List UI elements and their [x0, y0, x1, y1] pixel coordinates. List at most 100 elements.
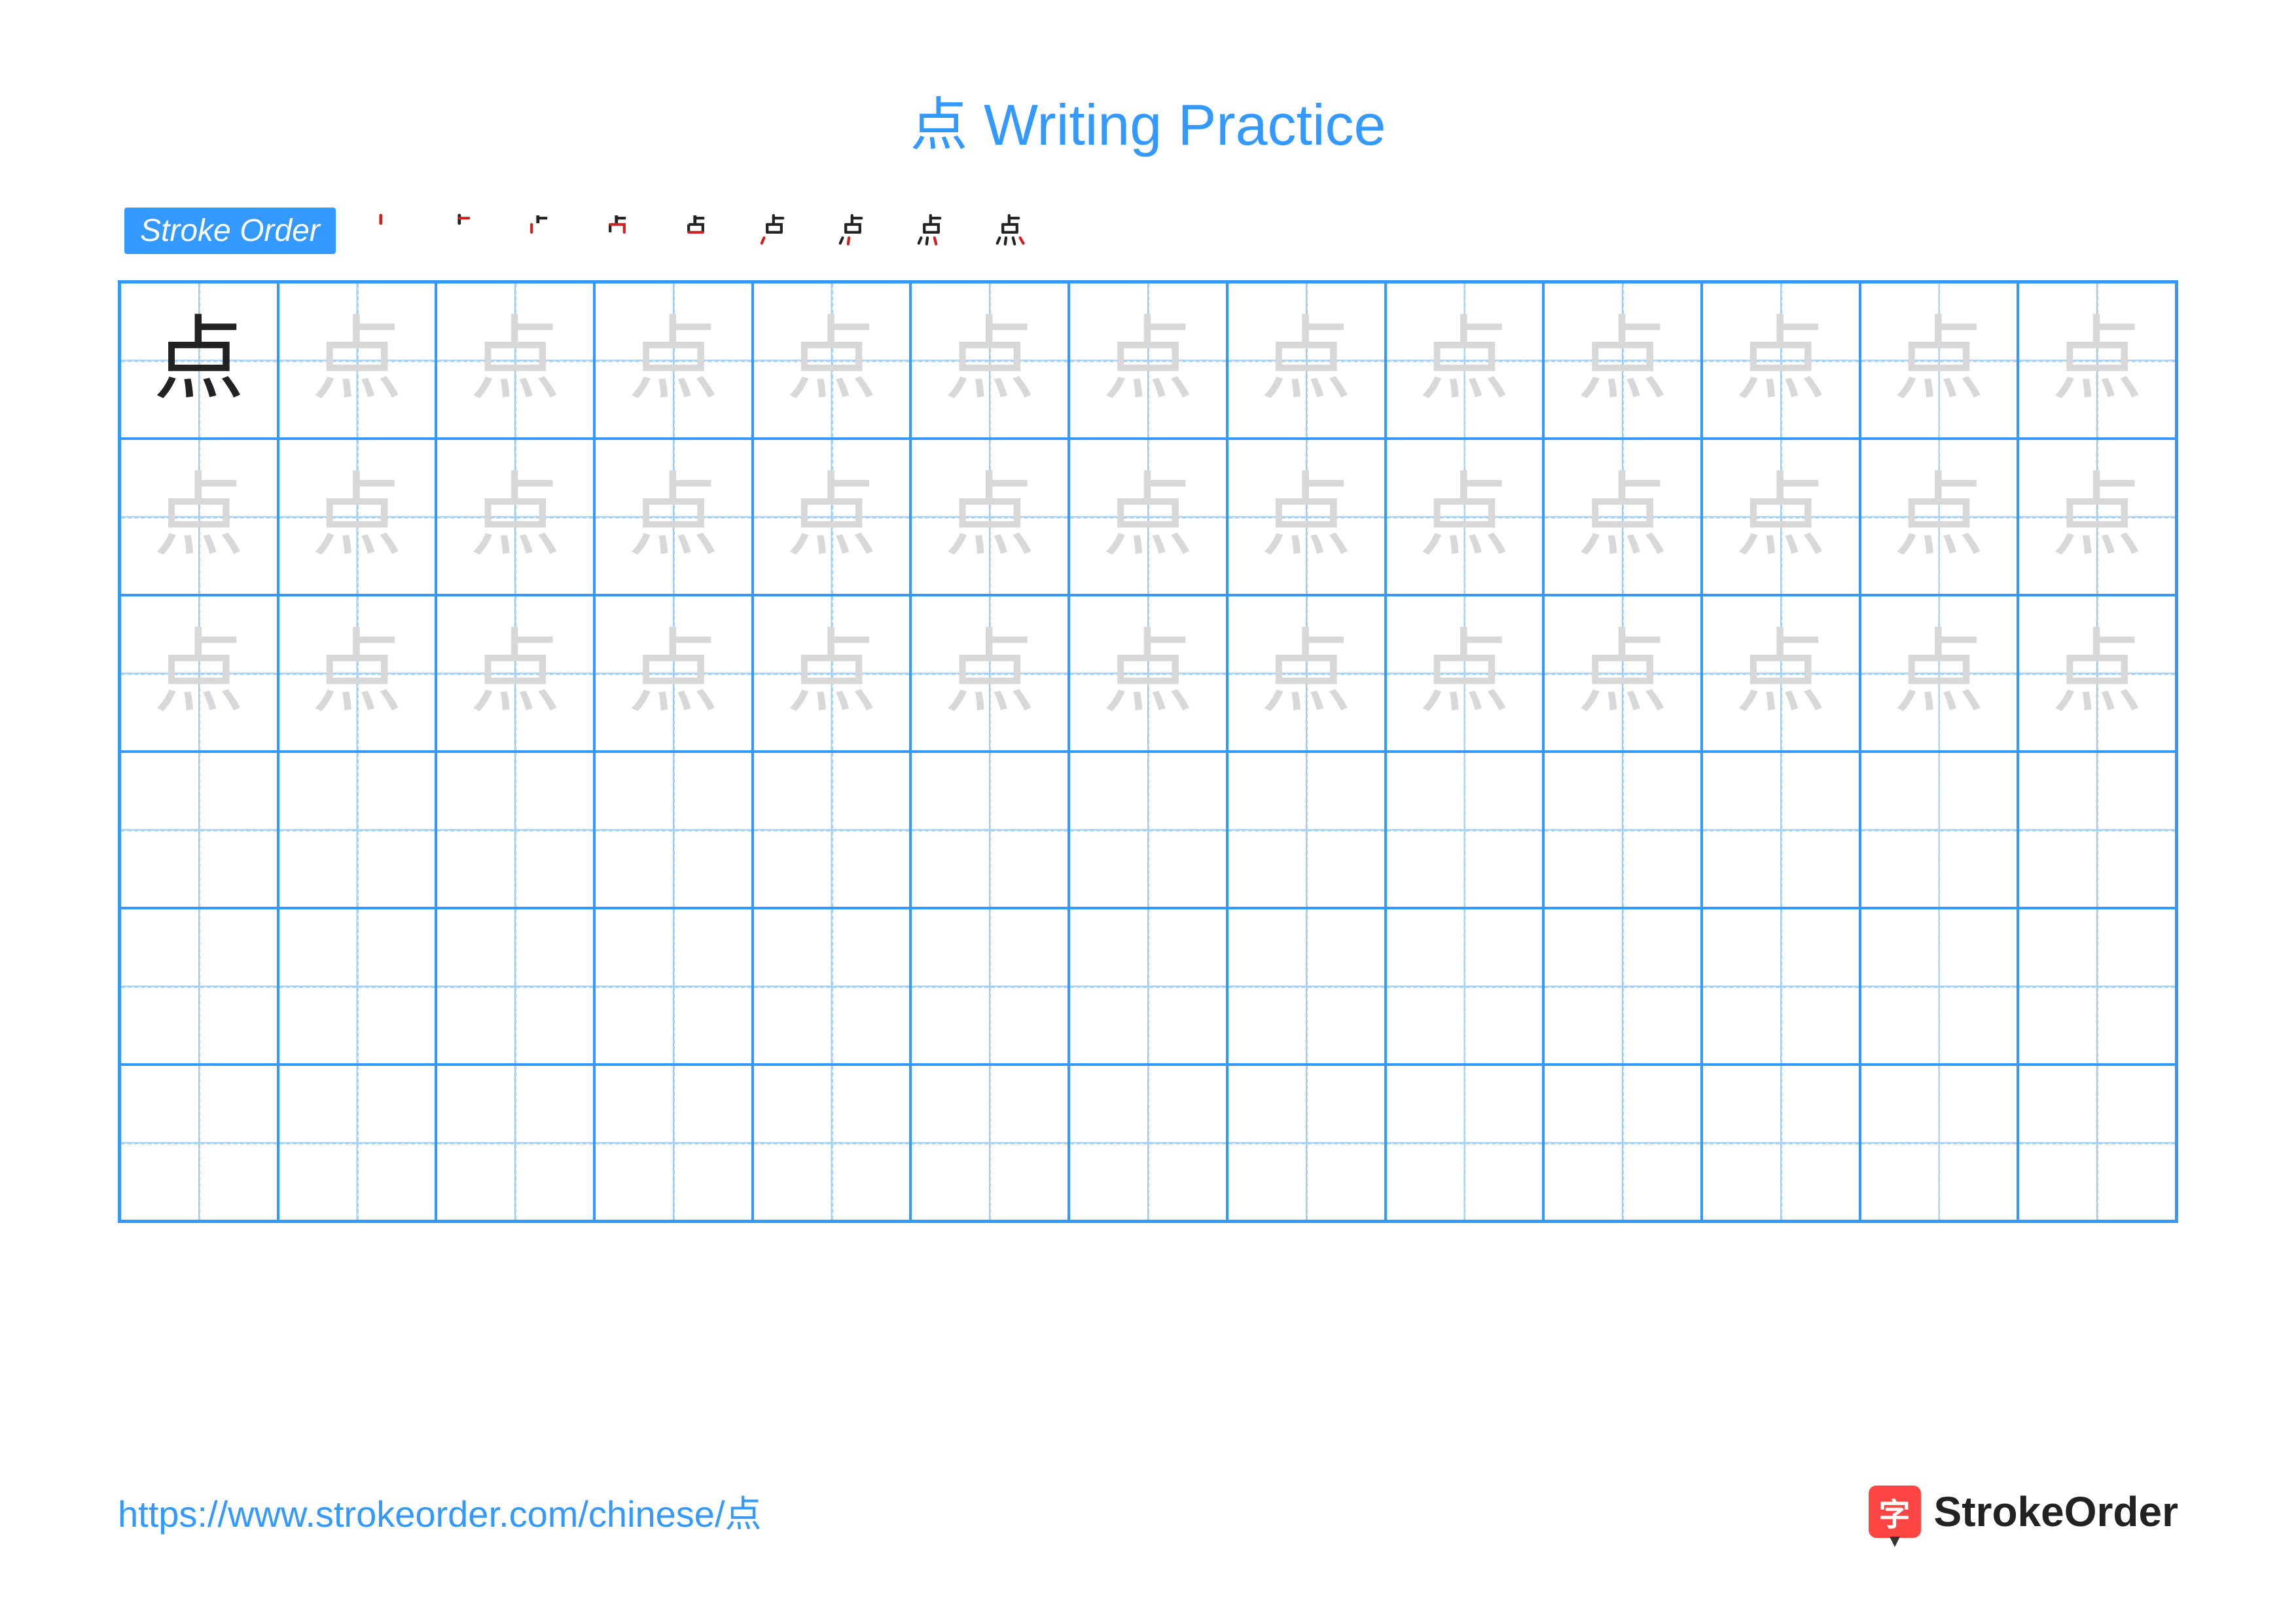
practice-cell: 点	[1386, 282, 1544, 439]
practice-cell: 点	[1069, 439, 1227, 595]
practice-cell	[1860, 1065, 2018, 1221]
cell-character: 点	[1735, 628, 1827, 720]
practice-cell	[278, 1065, 437, 1221]
practice-cell	[910, 752, 1069, 908]
cell-character: 点	[312, 628, 403, 720]
practice-cell: 点	[1069, 282, 1227, 439]
cell-character: 点	[469, 628, 561, 720]
practice-cell	[594, 908, 753, 1065]
logo-icon-char: 字	[1879, 1489, 1910, 1535]
stroke-step	[440, 210, 480, 252]
practice-cell: 点	[1227, 595, 1386, 752]
cell-character: 点	[312, 315, 403, 407]
practice-cell	[1069, 908, 1227, 1065]
practice-cell: 点	[1227, 439, 1386, 595]
practice-cell: 点	[1386, 595, 1544, 752]
logo-icon: 字	[1869, 1486, 1921, 1538]
practice-cell: 点	[278, 439, 437, 595]
cell-character: 点	[628, 471, 719, 563]
cell-character: 点	[1418, 315, 1510, 407]
cell-character: 点	[786, 471, 878, 563]
stroke-order-row: Stroke Order	[118, 208, 2178, 254]
practice-cell	[1386, 908, 1544, 1065]
cell-character: 点	[786, 628, 878, 720]
stroke-step	[362, 210, 401, 252]
stroke-step	[598, 210, 637, 252]
stroke-step	[676, 210, 715, 252]
practice-cell	[1543, 752, 1702, 908]
stroke-step	[519, 210, 558, 252]
cell-character: 点	[1418, 628, 1510, 720]
practice-cell	[1227, 1065, 1386, 1221]
practice-cell	[436, 1065, 594, 1221]
practice-cell: 点	[753, 439, 911, 595]
practice-cell	[1702, 1065, 1860, 1221]
cell-character: 点	[1102, 315, 1194, 407]
logo-text: StrokeOrder	[1934, 1487, 2178, 1536]
practice-cell: 点	[120, 282, 278, 439]
practice-cell: 点	[436, 282, 594, 439]
practice-cell: 点	[910, 282, 1069, 439]
cell-character: 点	[1735, 471, 1827, 563]
practice-cell	[1386, 752, 1544, 908]
practice-cell	[1543, 1065, 1702, 1221]
cell-character: 点	[153, 628, 245, 720]
practice-cell: 点	[1227, 282, 1386, 439]
practice-cell	[2018, 908, 2176, 1065]
stroke-step	[990, 210, 1030, 252]
cell-character: 点	[1893, 628, 1984, 720]
practice-cell	[1386, 1065, 1544, 1221]
cell-character: 点	[1577, 471, 1668, 563]
practice-cell	[753, 908, 911, 1065]
cell-character: 点	[1893, 471, 1984, 563]
practice-cell	[120, 752, 278, 908]
practice-cell: 点	[753, 595, 911, 752]
practice-cell	[1227, 908, 1386, 1065]
cell-character: 点	[1261, 471, 1352, 563]
cell-character: 点	[786, 315, 878, 407]
practice-cell: 点	[1860, 282, 2018, 439]
stroke-step	[755, 210, 794, 252]
stroke-steps-container	[362, 210, 1030, 252]
practice-cell: 点	[1860, 439, 2018, 595]
practice-cell	[120, 908, 278, 1065]
practice-cell	[753, 1065, 911, 1221]
practice-cell	[1543, 908, 1702, 1065]
cell-character: 点	[1735, 315, 1827, 407]
practice-cell: 点	[1702, 595, 1860, 752]
practice-cell: 点	[1543, 439, 1702, 595]
page-title: 点 Writing Practice	[118, 79, 2178, 162]
footer-logo: 字 StrokeOrder	[1869, 1486, 2178, 1538]
cell-character: 点	[944, 315, 1035, 407]
practice-cell: 点	[436, 595, 594, 752]
cell-character: 点	[1102, 471, 1194, 563]
practice-grid: 点点点点点点点点点点点点点点点点点点点点点点点点点点点点点点点点点点点点点点点	[118, 280, 2178, 1223]
practice-cell: 点	[1386, 439, 1544, 595]
cell-character: 点	[1577, 315, 1668, 407]
cell-character: 点	[2051, 628, 2143, 720]
practice-cell	[1227, 752, 1386, 908]
practice-cell: 点	[278, 595, 437, 752]
practice-cell: 点	[753, 282, 911, 439]
practice-cell	[278, 908, 437, 1065]
practice-cell	[278, 752, 437, 908]
practice-cell	[1702, 752, 1860, 908]
cell-character: 点	[469, 315, 561, 407]
cell-character: 点	[1102, 628, 1194, 720]
practice-cell	[1860, 908, 2018, 1065]
practice-cell: 点	[436, 439, 594, 595]
practice-cell: 点	[120, 595, 278, 752]
practice-cell	[2018, 752, 2176, 908]
cell-character: 点	[1261, 315, 1352, 407]
stroke-order-badge: Stroke Order	[124, 208, 336, 254]
cell-character: 点	[1893, 315, 1984, 407]
cell-character: 点	[1261, 628, 1352, 720]
title-character: 点	[910, 92, 967, 157]
cell-character: 点	[944, 628, 1035, 720]
practice-cell	[594, 1065, 753, 1221]
cell-character: 点	[153, 315, 245, 407]
footer-url[interactable]: https://www.strokeorder.com/chinese/点	[118, 1485, 762, 1538]
practice-cell	[910, 1065, 1069, 1221]
cell-character: 点	[2051, 471, 2143, 563]
practice-cell	[1069, 752, 1227, 908]
